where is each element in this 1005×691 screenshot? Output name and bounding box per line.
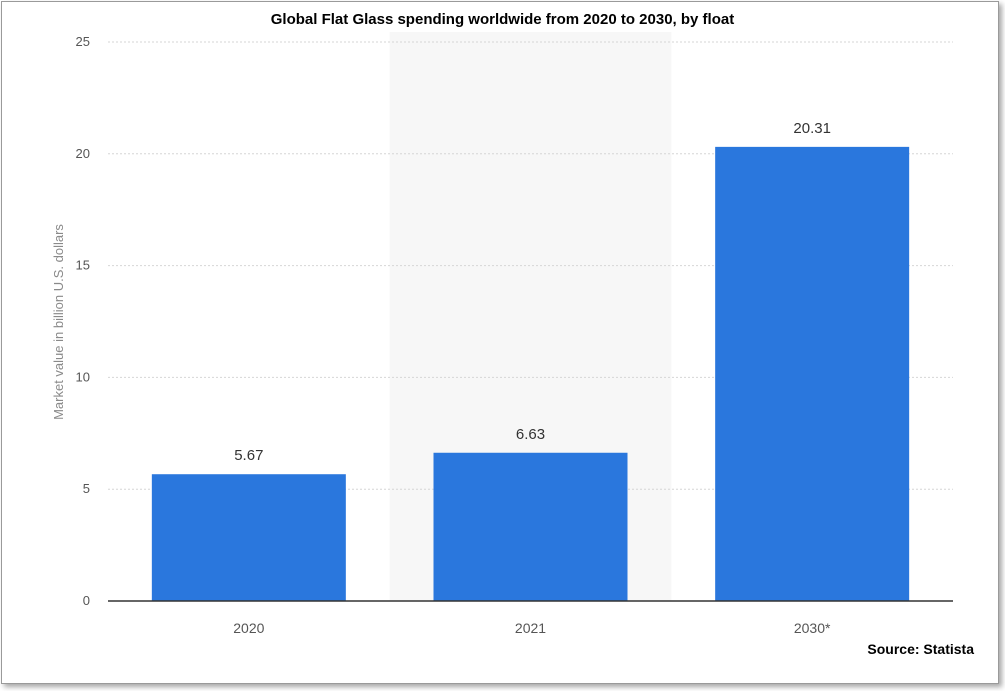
bar-2021 bbox=[433, 452, 628, 601]
x-axis-ticks: 2020 2021 2030* bbox=[233, 620, 831, 636]
y-tick-label: 15 bbox=[76, 258, 90, 273]
data-label: 6.63 bbox=[516, 426, 545, 443]
y-tick-label: 0 bbox=[83, 593, 90, 608]
chart-title: Global Flat Glass spending worldwide fro… bbox=[270, 11, 735, 28]
x-tick-label: 2030* bbox=[794, 620, 831, 636]
y-tick-label: 20 bbox=[76, 146, 90, 161]
x-tick-label: 2020 bbox=[233, 620, 264, 636]
bar-2030 bbox=[715, 146, 910, 601]
data-labels: 5.67 6.63 20.31 bbox=[234, 120, 831, 464]
y-axis-label: Market value in billion U.S. dollars bbox=[51, 224, 66, 420]
data-label: 5.67 bbox=[234, 447, 263, 464]
y-tick-label: 5 bbox=[83, 481, 90, 496]
y-tick-label: 10 bbox=[76, 369, 90, 384]
bars bbox=[151, 146, 910, 601]
y-tick-label: 25 bbox=[76, 34, 90, 49]
y-axis-ticks: 0 5 10 15 20 25 bbox=[76, 34, 90, 608]
data-label: 20.31 bbox=[793, 120, 831, 137]
source-note: Source: Statista bbox=[867, 641, 974, 657]
x-tick-label: 2021 bbox=[515, 620, 546, 636]
bar-2020 bbox=[151, 474, 346, 601]
